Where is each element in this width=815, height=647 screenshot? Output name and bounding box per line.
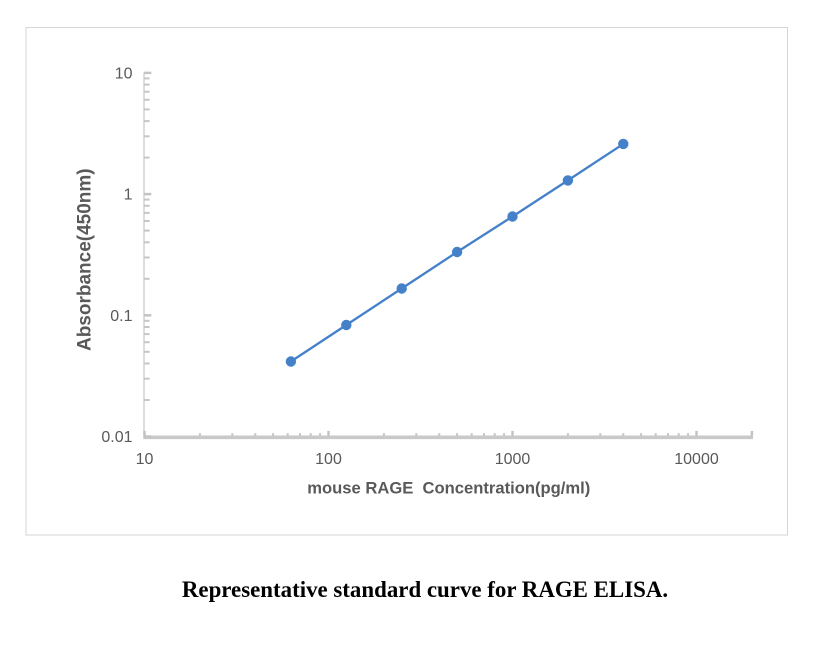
svg-text:Absorbance(450nm): Absorbance(450nm) [75,168,96,351]
svg-text:1000: 1000 [495,451,531,468]
svg-text:1: 1 [124,187,133,204]
svg-text:0.1: 0.1 [110,308,132,325]
svg-text:Representative standard curve: Representative standard curve for RAGE E… [182,577,668,602]
svg-text:10000: 10000 [674,451,719,468]
svg-text:0.01: 0.01 [101,429,132,446]
svg-text:10: 10 [136,451,154,468]
svg-text:100: 100 [315,451,342,468]
svg-text:mouse RAGE Concentration(pg/m: mouse RAGE Concentration(pg/ml) [307,479,590,498]
svg-text:10: 10 [115,65,133,82]
